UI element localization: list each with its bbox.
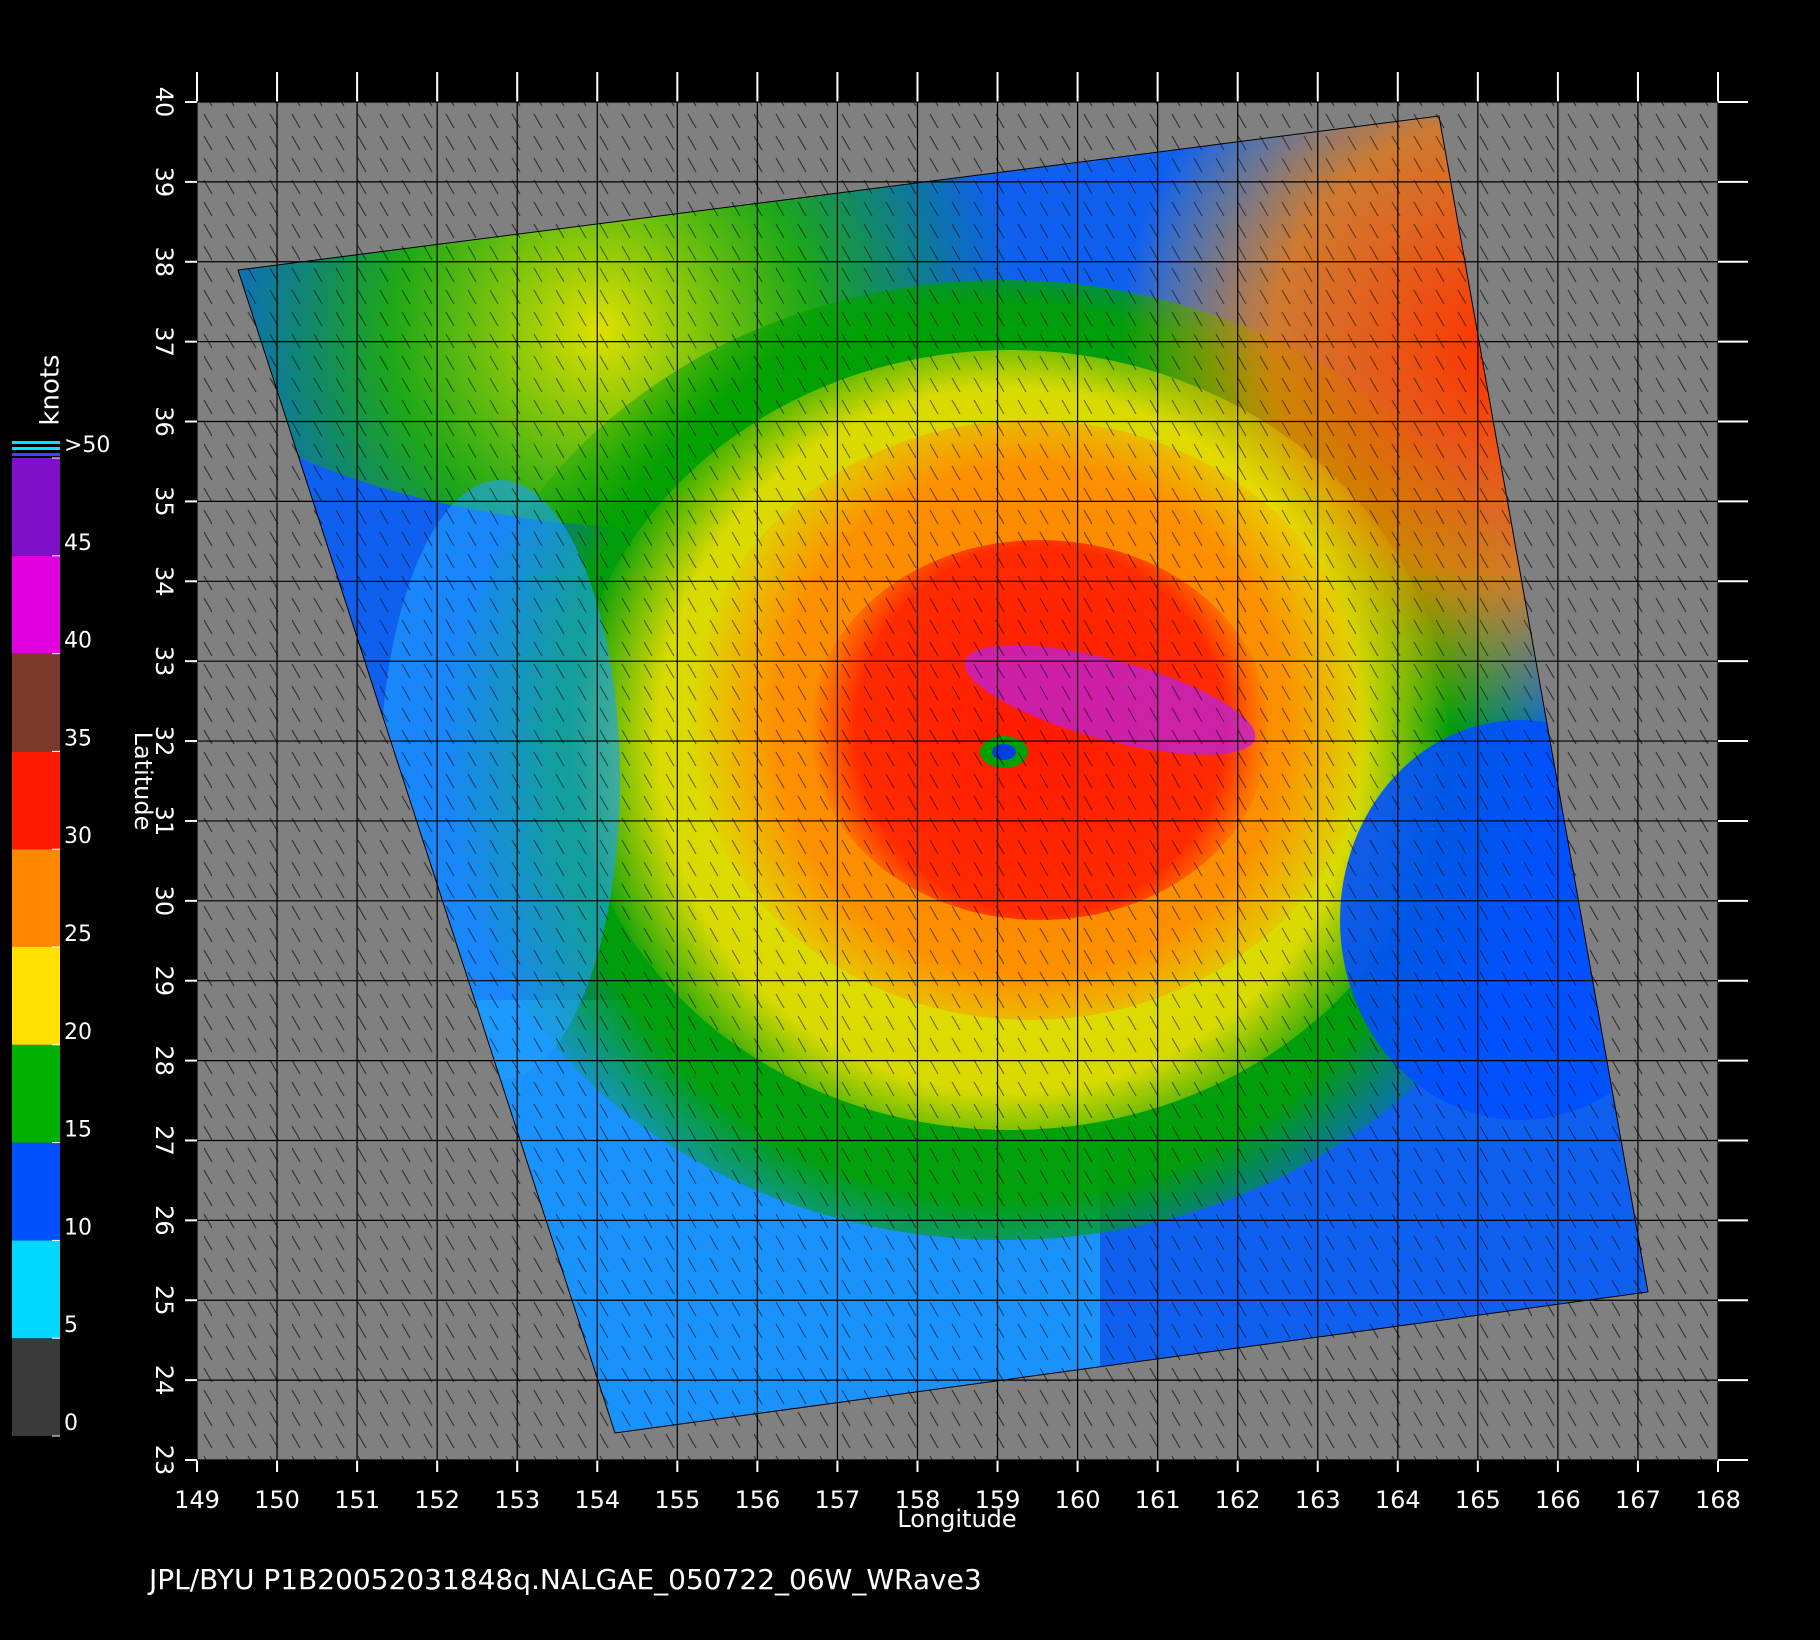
colorbar-tick-label: 40 [64,629,92,654]
colorbar-segment [12,1240,60,1339]
y-tick-label: 26 [150,1205,178,1236]
y-tick-label: 34 [150,566,178,597]
x-tick-label: 149 [174,1486,220,1514]
colorbar-label: knots [36,354,66,425]
x-tick-label: 165 [1455,1486,1501,1514]
x-tick-label: 153 [494,1486,540,1514]
y-tick-label: 30 [150,886,178,917]
x-tick-label: 159 [975,1486,1021,1514]
y-tick-label: 29 [150,965,178,996]
x-tick-label: 155 [654,1486,700,1514]
colorbar-segment [12,1044,60,1143]
x-tick-label: 160 [1055,1486,1101,1514]
y-tick-label: 28 [150,1045,178,1076]
y-tick-label: 24 [150,1365,178,1396]
colorbar-segment [12,947,60,1045]
x-tick-label: 158 [895,1486,941,1514]
colorbar-tick-label: 20 [64,1020,92,1045]
y-tick-label: 25 [150,1285,178,1316]
x-tick-label: 156 [734,1486,780,1514]
y-tick-label: 39 [150,167,178,198]
y-tick-label: 35 [150,486,178,517]
colorbar-tick-label: 5 [64,1313,78,1338]
colorbar-tick-label: 45 [64,531,92,556]
x-tick-label: 168 [1695,1486,1741,1514]
colorbar-segment [12,751,60,850]
colorbar-cap [12,441,60,444]
x-tick-label: 161 [1135,1486,1181,1514]
y-tick-label: 32 [150,726,178,757]
x-tick-label: 163 [1295,1486,1341,1514]
x-tick-label: 151 [334,1486,380,1514]
y-axis-label: Latitude [129,732,157,831]
colorbar-tick-label: 35 [64,726,92,751]
x-tick-label: 164 [1375,1486,1421,1514]
y-tick-label: 38 [150,246,178,277]
colorbar-cap [12,447,60,450]
colorbar-tick-label: >50 [64,433,110,458]
x-tick-label: 152 [414,1486,460,1514]
colorbar-segment [12,653,60,752]
x-tick-label: 166 [1535,1486,1581,1514]
x-tick-label: 162 [1215,1486,1261,1514]
colorbar-segment [12,1142,60,1241]
plot-area [197,102,1718,1460]
colorbar-segment [12,458,60,556]
colorbar-tick-label: 0 [64,1411,78,1436]
y-tick-label: 27 [150,1125,178,1156]
y-tick-label: 40 [150,87,178,118]
colorbar-tick-label: 10 [64,1215,92,1240]
colorbar-segment [12,555,60,654]
swath-outline [237,115,1649,1434]
colorbar-tick-label: 30 [64,824,92,849]
x-tick-label: 150 [254,1486,300,1514]
y-tick-label: 23 [150,1445,178,1476]
x-tick-label: 154 [574,1486,620,1514]
colorbar-segment [12,849,60,947]
colorbar-cap [12,453,60,456]
y-tick-label: 31 [150,806,178,837]
colorbar-tick-label: 15 [64,1118,92,1143]
y-tick-label: 36 [150,406,178,437]
y-tick-label: 33 [150,646,178,677]
y-tick-label: 37 [150,326,178,357]
footer: JPL/BYU P1B20052031848q.NALGAE_050722_06… [147,1563,982,1596]
colorbar-segment [12,1338,60,1436]
x-tick-label: 167 [1615,1486,1661,1514]
colorbar-tick-label: 25 [64,922,92,947]
x-tick-label: 157 [815,1486,861,1514]
x-axis-label: Longitude [897,1505,1016,1533]
